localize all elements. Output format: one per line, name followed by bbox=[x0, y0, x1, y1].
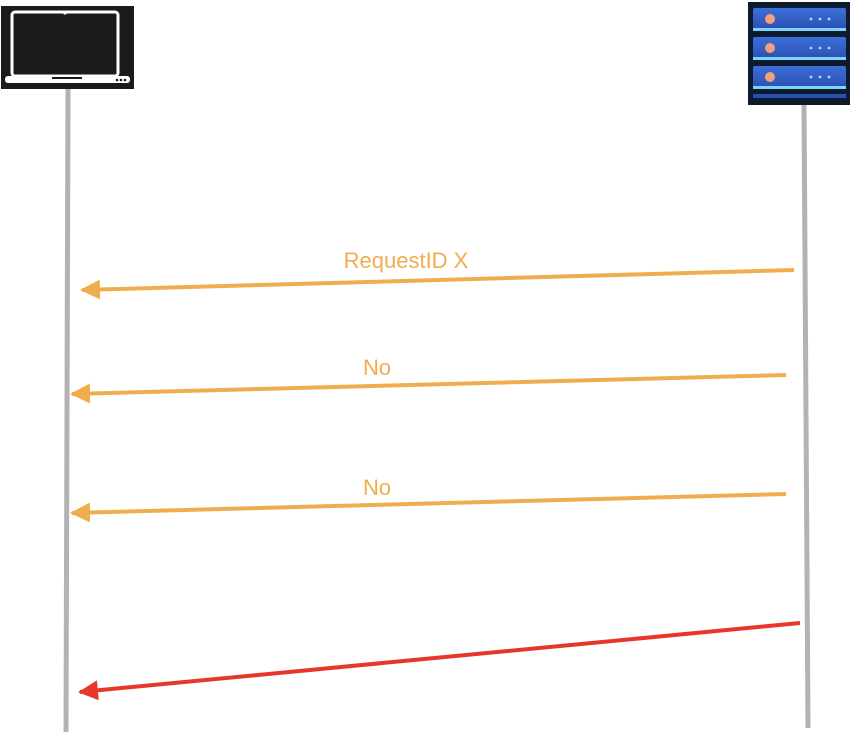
message-arrow bbox=[70, 492, 787, 523]
laptop-icon bbox=[1, 6, 134, 89]
server-lifeline bbox=[801, 103, 811, 729]
message-arrow bbox=[80, 268, 795, 300]
server-rack-icon bbox=[748, 2, 850, 105]
message-label: RequestID X bbox=[344, 248, 469, 273]
message-arrow bbox=[70, 373, 787, 404]
server-unit bbox=[753, 8, 846, 31]
message-arrow bbox=[78, 621, 801, 701]
server-unit bbox=[753, 66, 846, 89]
client-lifeline bbox=[63, 87, 71, 733]
message-label: No bbox=[363, 475, 391, 500]
message-label: No bbox=[363, 355, 391, 380]
server-unit bbox=[753, 37, 846, 60]
